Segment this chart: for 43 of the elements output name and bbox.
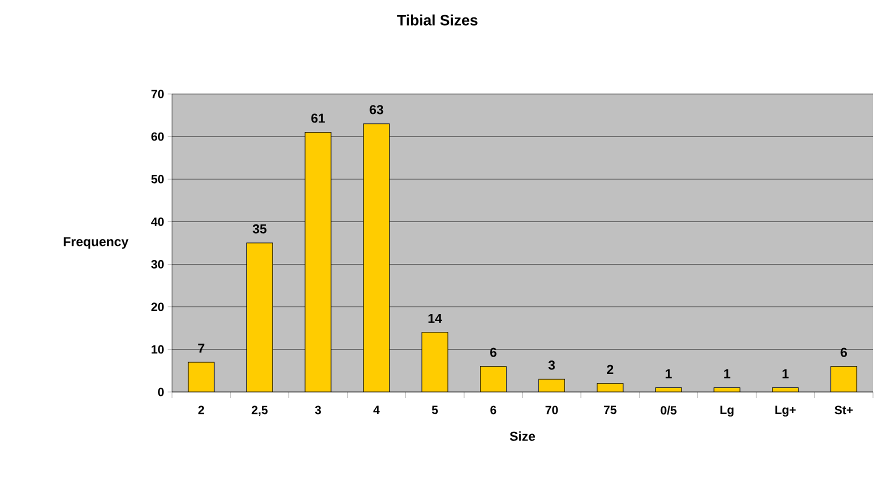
bar <box>246 242 273 392</box>
bar <box>830 366 858 392</box>
y-tick-label: 40 <box>151 217 164 226</box>
x-tick-label: 5 <box>432 406 438 414</box>
x-tick-label: 2,5 <box>252 406 268 416</box>
x-axis-title: Size <box>510 431 536 441</box>
x-tick-label: Lg <box>720 406 734 417</box>
x-tick-label: St+ <box>834 406 853 414</box>
x-tick-label: 70 <box>546 406 558 414</box>
data-label: 7 <box>198 344 204 353</box>
y-tick-label: 20 <box>151 302 164 312</box>
bar <box>538 379 565 392</box>
data-label: 3 <box>548 360 555 370</box>
y-tick-label: 0 <box>158 388 164 396</box>
bar <box>188 362 215 392</box>
x-tick-label: 2 <box>198 406 204 414</box>
y-tick-label: 30 <box>151 260 164 269</box>
data-label: 1 <box>666 369 672 378</box>
data-label: 1 <box>724 369 730 378</box>
x-tick-label: 6 <box>490 406 496 414</box>
y-tick-label: 50 <box>151 174 164 184</box>
x-tick-label: 3 <box>315 406 321 414</box>
bar <box>363 123 390 392</box>
data-label: 1 <box>782 369 789 378</box>
y-tick-label: 70 <box>151 90 164 98</box>
x-tick-label: Lg+ <box>775 406 796 417</box>
data-label: 6 <box>490 348 496 357</box>
bar <box>480 366 507 392</box>
data-label: 6 <box>840 348 847 357</box>
data-label: 61 <box>311 114 325 123</box>
x-tick-label: 0/5 <box>660 406 677 415</box>
data-label: 2 <box>606 364 614 374</box>
x-tick-label: 4 <box>373 406 380 414</box>
data-label: 35 <box>252 224 266 234</box>
chart-title: Tibial Sizes <box>397 14 478 26</box>
bar <box>304 132 332 392</box>
data-label: 63 <box>370 105 384 114</box>
x-tick-label: 75 <box>604 406 616 414</box>
bar <box>422 332 448 392</box>
y-axis-title: Frequency <box>64 237 128 249</box>
y-tick-label: 60 <box>151 132 164 141</box>
y-tick-label: 10 <box>152 345 164 354</box>
data-label: 14 <box>428 314 442 323</box>
